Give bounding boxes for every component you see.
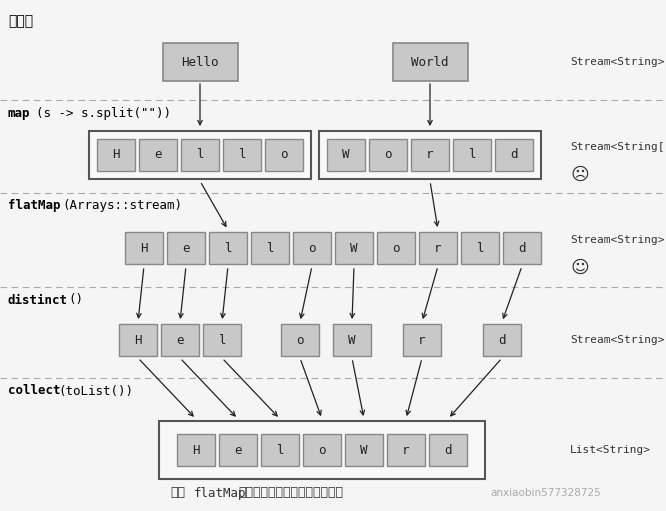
Text: o: o: [392, 242, 400, 254]
Text: flatMap: flatMap: [8, 199, 61, 213]
Bar: [377, 232, 415, 264]
Bar: [392, 43, 468, 81]
Bar: [483, 324, 521, 356]
Text: r: r: [434, 242, 442, 254]
Bar: [125, 232, 163, 264]
Text: W: W: [350, 242, 358, 254]
Text: d: d: [518, 242, 525, 254]
Text: map: map: [8, 107, 31, 121]
Text: d: d: [510, 149, 517, 161]
Bar: [203, 324, 241, 356]
Bar: [163, 43, 238, 81]
Text: (s -> s.split("")): (s -> s.split("")): [36, 107, 171, 121]
Bar: [139, 139, 177, 171]
Bar: [89, 131, 311, 179]
Text: W: W: [348, 334, 356, 346]
Bar: [251, 232, 289, 264]
Bar: [333, 324, 371, 356]
Text: H: H: [113, 149, 120, 161]
Text: 使用: 使用: [170, 486, 185, 499]
Bar: [411, 139, 449, 171]
Text: ☹: ☹: [571, 166, 589, 184]
Text: l: l: [276, 444, 284, 456]
Bar: [261, 434, 299, 466]
Text: r: r: [418, 334, 426, 346]
Text: List<String>: List<String>: [570, 445, 651, 455]
Bar: [461, 232, 499, 264]
Text: (): (): [68, 293, 83, 307]
Text: (toList()): (toList()): [58, 384, 133, 398]
Bar: [419, 232, 457, 264]
Text: Stream<String>: Stream<String>: [570, 335, 665, 345]
Bar: [265, 139, 303, 171]
Bar: [159, 421, 485, 479]
Text: Stream<String>: Stream<String>: [570, 235, 665, 245]
Text: l: l: [468, 149, 476, 161]
Text: d: d: [444, 444, 452, 456]
Text: collect: collect: [8, 384, 61, 398]
Text: o: o: [308, 242, 316, 254]
Text: l: l: [266, 242, 274, 254]
Bar: [403, 324, 441, 356]
Bar: [119, 324, 157, 356]
Bar: [303, 434, 341, 466]
Text: r: r: [426, 149, 434, 161]
Text: o: o: [296, 334, 304, 346]
Text: e: e: [155, 149, 162, 161]
Bar: [97, 139, 135, 171]
Bar: [177, 434, 215, 466]
Text: W: W: [342, 149, 350, 161]
Text: H: H: [192, 444, 200, 456]
Text: Stream<String>: Stream<String>: [570, 57, 665, 67]
Text: l: l: [238, 149, 246, 161]
Text: H: H: [135, 334, 142, 346]
Text: distinct: distinct: [8, 293, 68, 307]
Text: o: o: [280, 149, 288, 161]
Bar: [345, 434, 383, 466]
Text: W: W: [360, 444, 368, 456]
Bar: [387, 434, 425, 466]
Text: World: World: [411, 56, 449, 68]
Text: l: l: [218, 334, 226, 346]
Text: l: l: [476, 242, 484, 254]
Text: o: o: [318, 444, 326, 456]
Bar: [495, 139, 533, 171]
Text: r: r: [402, 444, 410, 456]
Bar: [327, 139, 365, 171]
Bar: [181, 139, 219, 171]
Bar: [429, 434, 467, 466]
Text: anxiaobin577328725: anxiaobin577328725: [490, 488, 601, 498]
Bar: [369, 139, 407, 171]
Text: Stream<String[]>: Stream<String[]>: [570, 142, 666, 152]
Text: (Arrays::stream): (Arrays::stream): [62, 199, 182, 213]
Text: ☺: ☺: [571, 259, 589, 277]
Bar: [319, 131, 541, 179]
Bar: [335, 232, 373, 264]
Text: e: e: [182, 242, 190, 254]
Bar: [219, 434, 257, 466]
Bar: [281, 324, 319, 356]
Text: H: H: [141, 242, 148, 254]
Text: l: l: [224, 242, 232, 254]
Text: 找出单词列表中各不相同的字符: 找出单词列表中各不相同的字符: [238, 486, 343, 499]
Text: Hello: Hello: [181, 56, 218, 68]
Bar: [161, 324, 199, 356]
Text: l: l: [196, 149, 204, 161]
Text: o: o: [384, 149, 392, 161]
Bar: [503, 232, 541, 264]
Bar: [223, 139, 261, 171]
Text: flatMap: flatMap: [194, 486, 246, 499]
Bar: [209, 232, 247, 264]
Text: e: e: [176, 334, 184, 346]
Text: e: e: [234, 444, 242, 456]
Text: 单词流: 单词流: [8, 14, 33, 28]
Bar: [293, 232, 331, 264]
Bar: [453, 139, 491, 171]
Bar: [167, 232, 205, 264]
Text: d: d: [498, 334, 505, 346]
